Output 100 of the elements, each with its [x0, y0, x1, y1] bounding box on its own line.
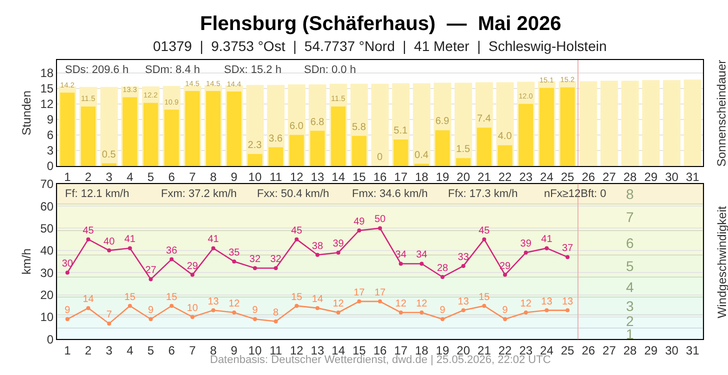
data-label: 14.5 [185, 78, 200, 88]
data-label: 39 [332, 238, 344, 250]
y-tick-label: 15 [40, 82, 54, 96]
data-label: 13 [458, 296, 470, 308]
x-tick-label: 5 [147, 344, 154, 358]
x-tick-label: 28 [623, 170, 638, 184]
x-tick-label: 14 [332, 170, 346, 184]
y-tick-label: 6 [46, 128, 54, 142]
band-label: 1 [626, 326, 634, 342]
data-label: 12 [228, 298, 240, 310]
x-tick-label: 29 [644, 344, 658, 358]
band-label: 3 [626, 298, 634, 314]
y-tick-label: 70 [40, 177, 54, 192]
data-label: 4.0 [498, 131, 512, 142]
x-tick-label: 18 [415, 170, 429, 184]
y-tick-label: 0 [46, 332, 54, 346]
data-label: 11.5 [80, 94, 96, 104]
x-tick-label: 2 [84, 344, 92, 358]
data-label: 45 [82, 225, 94, 236]
data-label: 0.5 [102, 149, 116, 160]
y-tick-label: 30 [40, 266, 54, 280]
y-tick-label: 3 [46, 144, 54, 158]
data-label: 13 [541, 296, 553, 308]
data-label: 15 [166, 292, 178, 303]
x-tick-label: 1 [64, 344, 72, 358]
x-tick-label: 1 [64, 170, 72, 184]
data-label: 12.0 [518, 92, 533, 101]
x-tick-label: 4 [126, 170, 134, 184]
data-label: 15 [124, 292, 136, 303]
data-label: 32 [270, 254, 282, 266]
data-label: 7.4 [477, 114, 492, 125]
x-tick-label: 24 [540, 170, 554, 184]
y-axis-title: km/h [20, 248, 34, 275]
data-label: 37 [562, 243, 574, 254]
x-tick-label: 9 [230, 344, 238, 358]
data-label: 7 [106, 310, 112, 321]
data-label: 12 [520, 298, 532, 310]
band-label: 6 [626, 235, 634, 251]
band-label: 2 [626, 313, 634, 329]
data-label: 6.9 [435, 116, 450, 128]
annotation: Fmx: 34.6 km/h [352, 188, 428, 200]
x-tick-label: 3 [106, 170, 113, 184]
data-label: 10 [186, 302, 198, 314]
x-tick-label: 17 [394, 170, 408, 184]
data-label: 12.2 [143, 90, 158, 100]
x-tick-label: 26 [582, 170, 596, 184]
x-tick-label: 21 [478, 170, 492, 184]
data-label: 8 [273, 307, 280, 318]
data-label: 17 [354, 287, 366, 298]
data-label: 14 [312, 294, 324, 306]
data-label: 12 [332, 298, 344, 310]
data-label: 45 [291, 225, 303, 236]
x-tick-label: 25 [560, 344, 575, 358]
data-label: 38 [312, 240, 324, 252]
x-tick-label: 10 [248, 170, 262, 184]
data-label: 41 [208, 234, 220, 246]
data-label: 32 [249, 254, 261, 266]
data-label: 11.5 [331, 94, 346, 104]
data-label: 9 [502, 305, 508, 316]
x-tick-label: 31 [686, 170, 700, 184]
x-tick-label: 9 [230, 170, 238, 184]
data-label: 5.1 [394, 126, 408, 137]
data-label: 29 [186, 260, 198, 272]
data-label: 28 [436, 263, 449, 274]
band-label: 7 [626, 209, 634, 225]
annotation: Ffx: 17.3 km/h [448, 188, 518, 200]
x-tick-label: 15 [352, 170, 366, 184]
x-tick-label: 8 [210, 170, 217, 184]
band-label: 8 [626, 186, 634, 202]
annotation: Fxm: 37.2 km/h [161, 188, 237, 200]
x-tick-label: 13 [310, 344, 324, 358]
data-label: 13 [208, 296, 220, 308]
data-label: 10.9 [164, 97, 179, 106]
data-label: 14.4 [226, 79, 242, 88]
x-tick-label: 11 [270, 170, 282, 184]
x-tick-label: 6 [168, 170, 176, 184]
data-label: 3.6 [268, 133, 283, 144]
data-label: 41 [541, 234, 553, 246]
y-tick-label: 60 [40, 199, 54, 214]
data-label: 13 [562, 296, 574, 308]
annotation: SDs: 209.6 h [65, 64, 129, 76]
x-tick-label: 3 [106, 344, 113, 358]
y-tick-label: 40 [40, 244, 54, 258]
x-tick-label: 28 [623, 344, 638, 358]
x-tick-label: 23 [519, 170, 533, 184]
data-label: 14 [82, 294, 94, 306]
y2-axis-title: Sonnenscheindauer [714, 60, 728, 167]
x-tick-label: 31 [686, 344, 700, 358]
data-label: 9 [252, 305, 258, 316]
data-label: 6.0 [289, 120, 304, 132]
x-tick-label: 12 [290, 170, 304, 184]
y-tick-label: 20 [40, 288, 54, 302]
y-axis-title: Stunden [20, 90, 34, 136]
x-tick-label: 16 [373, 170, 387, 184]
data-label: 15.2 [560, 75, 575, 84]
data-label: 35 [228, 248, 240, 258]
x-tick-label: 19 [436, 170, 450, 184]
annotation: nFx≥12Bft: 0 [544, 188, 606, 200]
x-tick-label: 2 [84, 170, 92, 184]
chart-subtitle: 01379 | 9.3753 °Ost | 54.7737 °Nord | 41 Meter | Schleswig-Holstein [153, 38, 607, 54]
